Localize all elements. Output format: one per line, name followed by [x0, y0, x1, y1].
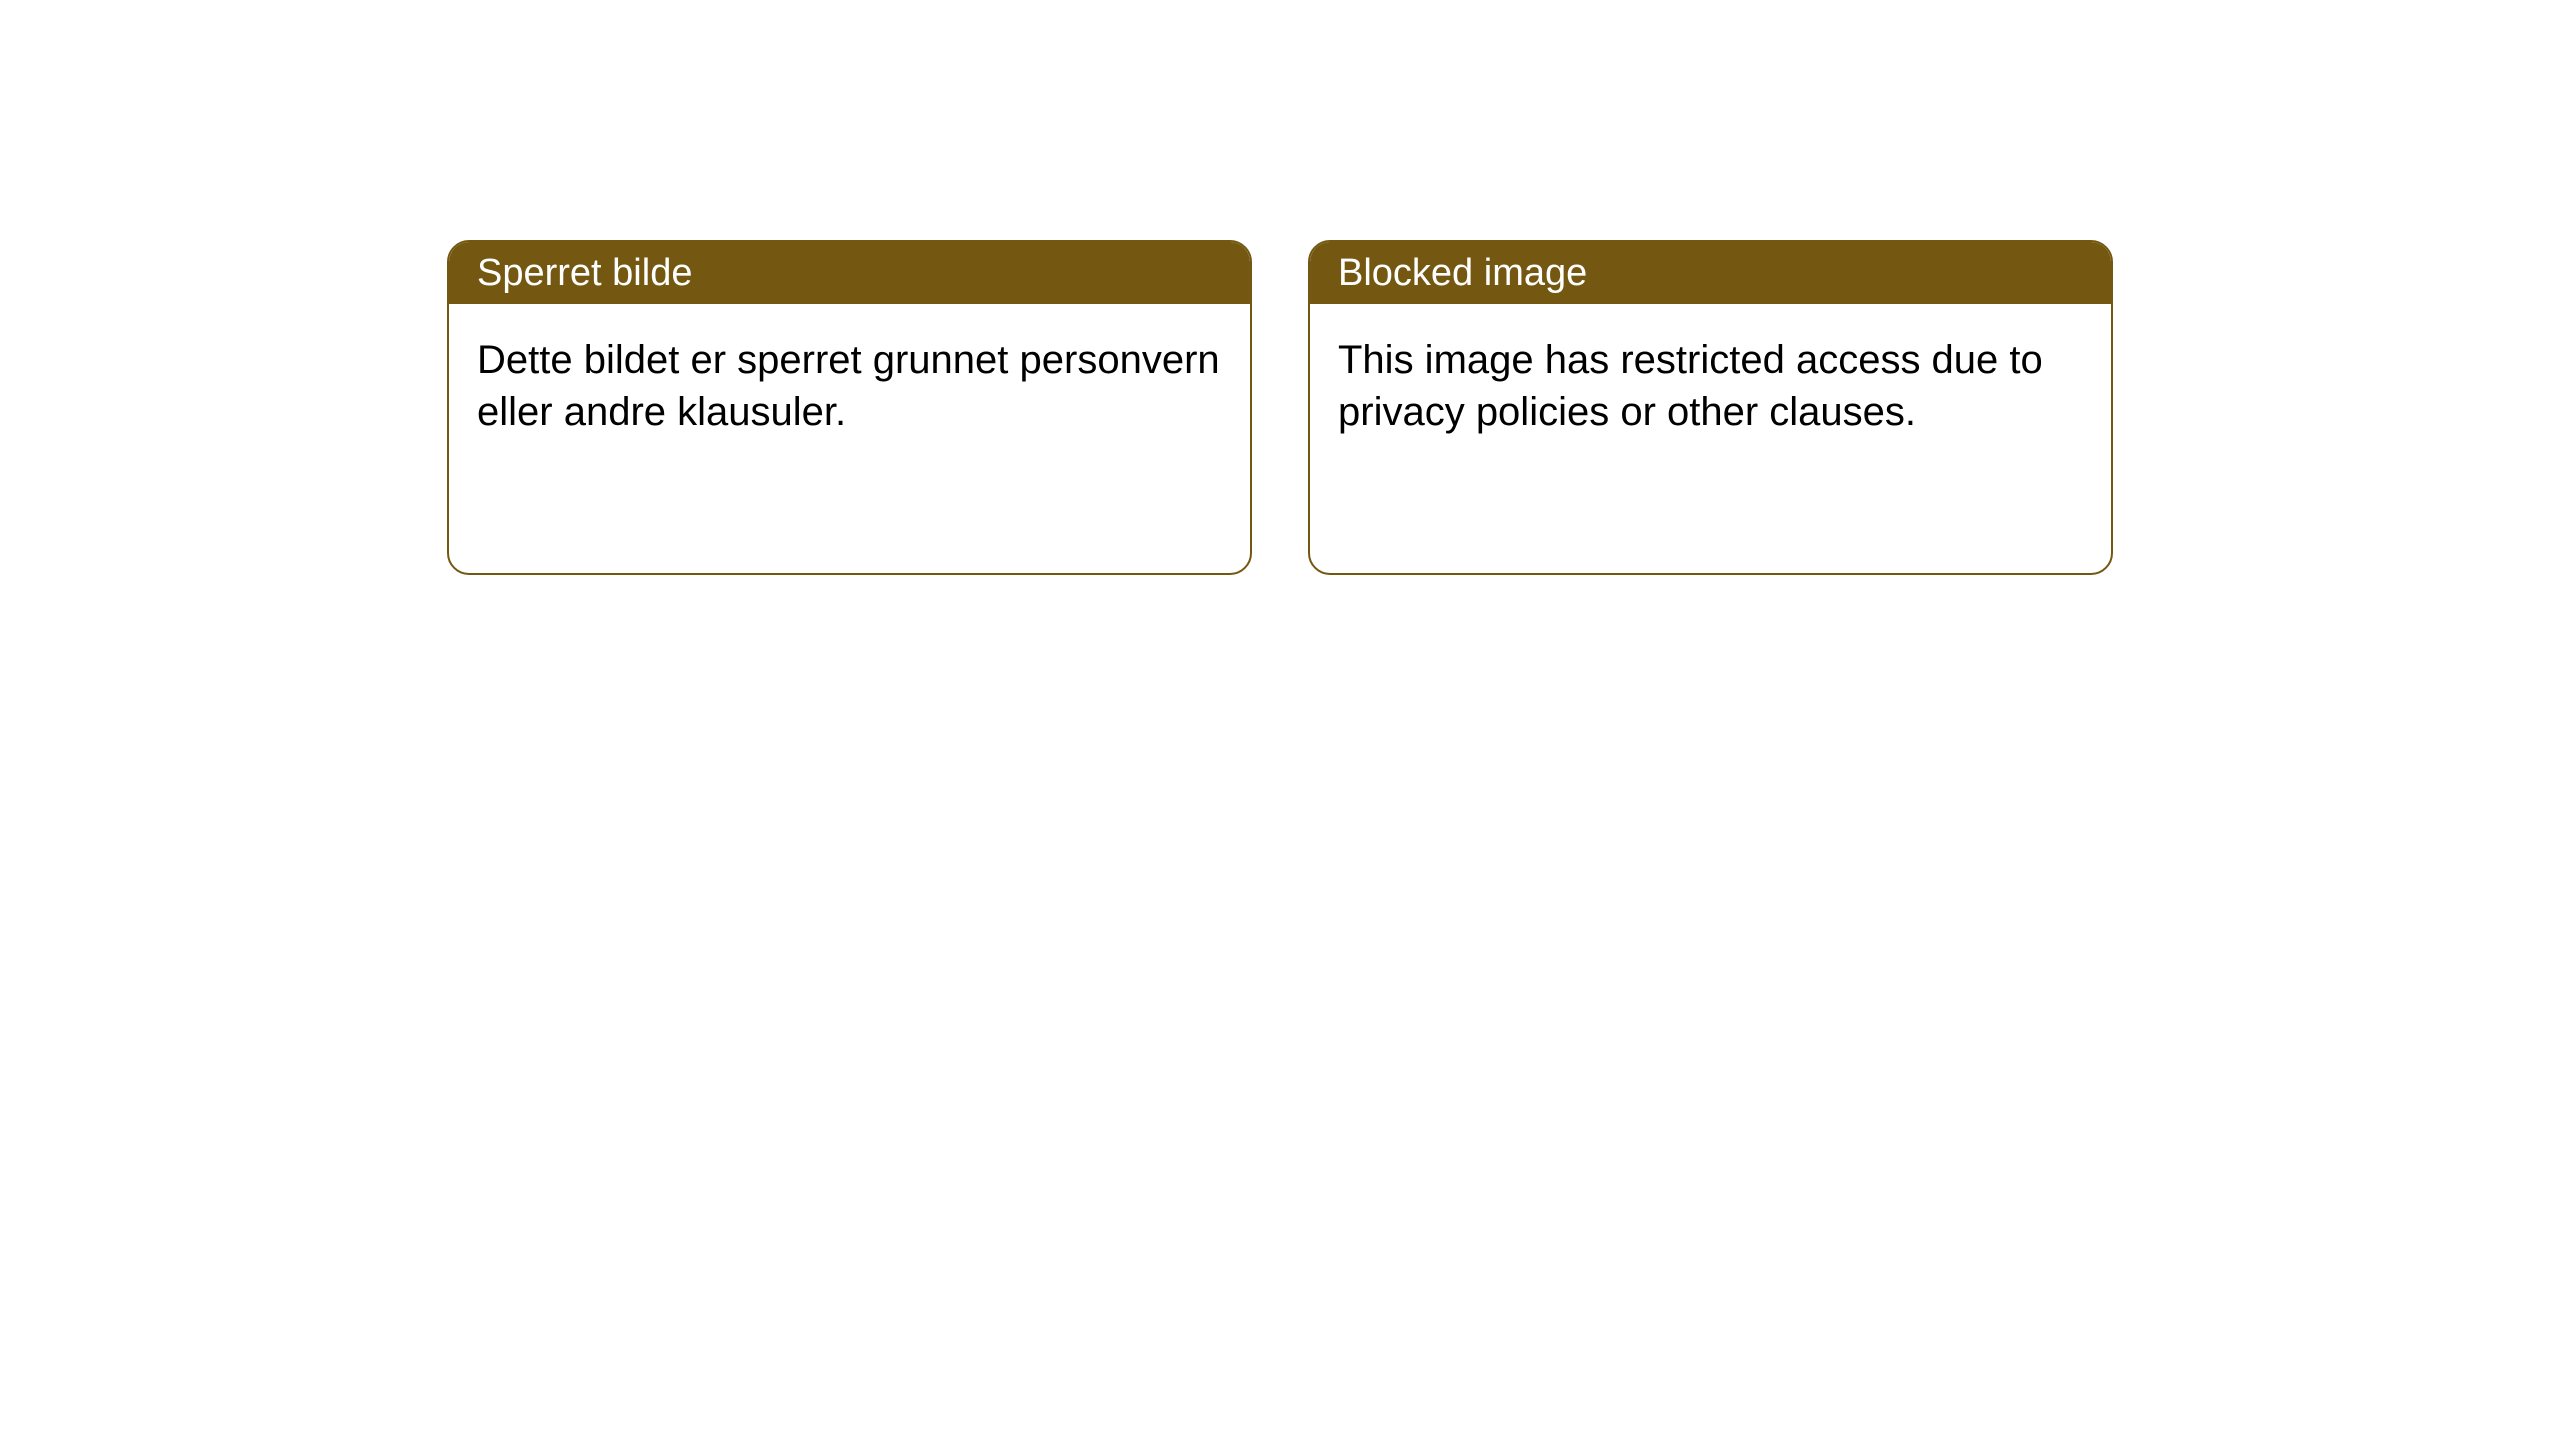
notice-cards-row: Sperret bilde Dette bildet er sperret gr… [447, 240, 2113, 575]
notice-card-no: Sperret bilde Dette bildet er sperret gr… [447, 240, 1252, 575]
notice-card-body: This image has restricted access due to … [1310, 304, 2111, 438]
notice-card-body: Dette bildet er sperret grunnet personve… [449, 304, 1250, 438]
notice-card-header: Blocked image [1310, 242, 2111, 304]
notice-card-header: Sperret bilde [449, 242, 1250, 304]
notice-card-en: Blocked image This image has restricted … [1308, 240, 2113, 575]
